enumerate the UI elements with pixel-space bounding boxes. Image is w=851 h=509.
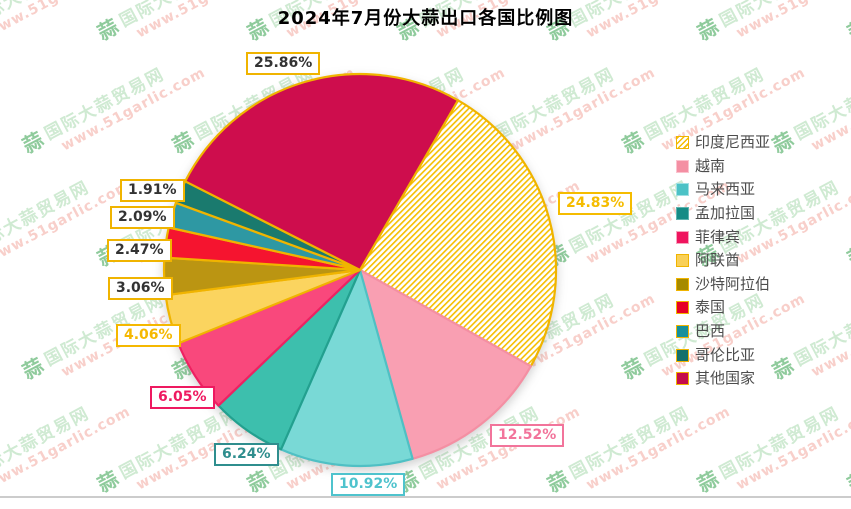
legend-swatch-malaysia bbox=[676, 183, 689, 197]
legend-item-colombia[interactable]: 哥伦比亚 bbox=[676, 343, 770, 367]
legend-item-philippines[interactable]: 菲律宾 bbox=[676, 225, 770, 249]
legend-item-malaysia[interactable]: 马来西亚 bbox=[676, 178, 770, 202]
legend-label-bangladesh: 孟加拉国 bbox=[695, 204, 756, 223]
legend-swatch-brazil bbox=[676, 325, 689, 339]
legend-swatch-colombia bbox=[676, 348, 689, 362]
legend-label-uae: 阿联酋 bbox=[695, 251, 741, 270]
legend-swatch-indonesia bbox=[676, 136, 689, 150]
pie-slice-indonesia[interactable] bbox=[358, 99, 558, 368]
legend-swatch-thailand bbox=[676, 301, 689, 315]
legend-label-saudi-arabia: 沙特阿拉伯 bbox=[695, 274, 771, 293]
legend-label-thailand: 泰国 bbox=[695, 298, 726, 317]
legend-swatch-bangladesh bbox=[676, 207, 689, 221]
legend-swatch-philippines bbox=[676, 230, 689, 244]
legend-item-brazil[interactable]: 巴西 bbox=[676, 320, 770, 344]
bottom-divider bbox=[0, 496, 851, 498]
legend: 印度尼西亚越南马来西亚孟加拉国菲律宾阿联酋沙特阿拉伯泰国巴西哥伦比亚其他国家 bbox=[676, 131, 770, 391]
legend-item-saudi-arabia[interactable]: 沙特阿拉伯 bbox=[676, 273, 770, 297]
legend-swatch-saudi-arabia bbox=[676, 277, 689, 291]
legend-item-bangladesh[interactable]: 孟加拉国 bbox=[676, 202, 770, 226]
legend-label-colombia: 哥伦比亚 bbox=[695, 345, 756, 364]
legend-label-vietnam: 越南 bbox=[695, 156, 726, 175]
legend-label-indonesia: 印度尼西亚 bbox=[695, 133, 771, 152]
legend-swatch-other-countries bbox=[676, 372, 689, 386]
legend-swatch-vietnam bbox=[676, 159, 689, 173]
chart-title: 2024年7月份大蒜出口各国比例图 bbox=[277, 8, 574, 29]
pie-slice-vietnam[interactable] bbox=[358, 268, 532, 460]
legend-item-other-countries[interactable]: 其他国家 bbox=[676, 367, 770, 391]
legend-swatch-uae bbox=[676, 254, 689, 268]
legend-item-uae[interactable]: 阿联酋 bbox=[676, 249, 770, 273]
legend-label-malaysia: 马来西亚 bbox=[695, 180, 756, 199]
legend-label-philippines: 菲律宾 bbox=[695, 227, 741, 246]
legend-label-brazil: 巴西 bbox=[695, 322, 726, 341]
legend-item-thailand[interactable]: 泰国 bbox=[676, 296, 770, 320]
legend-item-indonesia[interactable]: 印度尼西亚 bbox=[676, 131, 770, 155]
legend-label-other-countries: 其他国家 bbox=[695, 369, 756, 388]
pie-slice-other-countries[interactable] bbox=[184, 72, 460, 272]
pie-slice-malaysia[interactable] bbox=[279, 268, 414, 468]
legend-item-vietnam[interactable]: 越南 bbox=[676, 155, 770, 179]
